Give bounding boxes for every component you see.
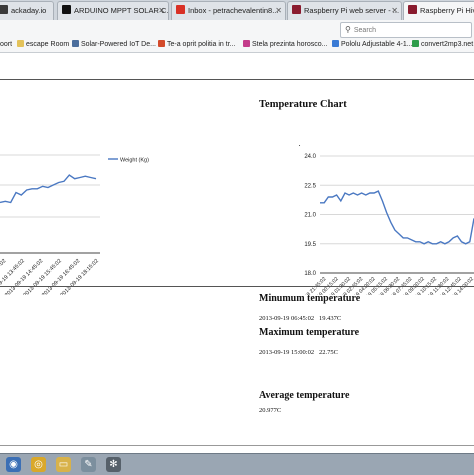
raspberry-favicon-icon — [292, 5, 301, 14]
close-tab-icon[interactable]: ✕ — [275, 6, 282, 15]
arduino-favicon-icon — [62, 5, 71, 14]
bookmark-label: Stela prezinta horosco... — [252, 41, 328, 48]
gmail-favicon-icon — [176, 5, 185, 14]
paint-icon[interactable]: ✎ — [81, 457, 96, 472]
search-box[interactable]: ⚲ Search — [340, 22, 472, 38]
hackaday-favicon-icon — [0, 5, 8, 14]
bookmark-label: Solar-Powered IoT De... — [81, 41, 156, 48]
temperature-chart-title: Temperature Chart — [259, 99, 347, 110]
middle-divider — [0, 286, 474, 287]
raspberry-favicon-icon — [408, 5, 417, 14]
bottom-divider — [0, 445, 474, 446]
bookmark-favicon-icon — [158, 40, 165, 47]
bookmark-label: convert2mp3.net — [421, 41, 474, 48]
tab-raspberry-web-server[interactable]: Raspberry Pi web server - ... ✕ — [287, 1, 402, 20]
bookmark-favicon-icon — [332, 40, 339, 47]
tab-strip: ackaday.io ARDUINO MPPT SOLAR C... ✕ Inbo… — [0, 0, 474, 21]
y-tick-label: 24.0 — [304, 154, 316, 160]
bookmark-favicon-icon — [412, 40, 419, 47]
max-temperature-heading: Maximum temperature — [259, 327, 360, 338]
folder-icon — [17, 40, 24, 47]
bookmark-favicon-icon — [243, 40, 250, 47]
tab-hackaday[interactable]: ackaday.io — [0, 1, 54, 20]
bookmark-favicon-icon — [72, 40, 79, 47]
tab-label: ackaday.io — [11, 6, 47, 15]
legend-label: Weight (Kg) — [120, 158, 149, 164]
y-tick-label: 22.5 — [304, 183, 316, 189]
bookmark-item[interactable]: Solar-Powered IoT De... — [72, 40, 156, 50]
avg-temperature-heading: Average temperature — [259, 390, 350, 401]
bookmark-label: Pololu Adjustable 4-1... — [341, 41, 413, 48]
bookmark-item[interactable]: Pololu Adjustable 4-1... — [332, 40, 413, 50]
browser-toolbar: ⚲ Search — [0, 20, 474, 38]
tab-inbox[interactable]: Inbox - petrachevalentin8... ✕ — [171, 1, 286, 20]
bookmark-label: Te-a oprit politia in tr... — [167, 41, 236, 48]
bookmark-label: oort — [0, 41, 13, 48]
temperature-chart: Temperature24.022.521.019.518.02013-09-1… — [288, 145, 474, 295]
max-temperature-time: 2013-09-19 15:00:02 — [259, 349, 315, 356]
weight-series-line — [0, 174, 97, 204]
close-tab-icon[interactable]: ✕ — [391, 6, 398, 15]
min-temperature-heading: Minumum temperature — [259, 293, 361, 304]
page-content: Temperature Chart Weight (Kg)19 16:45:02… — [0, 53, 474, 453]
min-temperature-reading: 19.437C — [318, 315, 342, 322]
tab-label: Raspberry Pi web server - ... — [304, 6, 400, 15]
min-temperature-time: 2013-09-19 06:45:02 — [259, 315, 315, 322]
temperature-series-line — [320, 190, 474, 245]
y-axis-title: Temperature — [288, 145, 321, 147]
min-temperature-value: 2013-09-19 06:45:02 19.437C — [259, 315, 341, 322]
close-tab-icon[interactable]: ✕ — [158, 6, 165, 15]
search-placeholder: Search — [353, 27, 377, 34]
bookmark-item[interactable]: Te-a oprit politia in tr... — [158, 40, 235, 50]
bookmark-item[interactable]: Stela prezinta horosco... — [243, 40, 328, 50]
tab-raspberry-hive[interactable]: Raspberry Pi Hive L — [403, 1, 474, 21]
tab-arduino[interactable]: ARDUINO MPPT SOLAR C... ✕ — [57, 1, 169, 20]
bookmark-item[interactable]: oort — [0, 40, 12, 50]
bookmarks-bar: oort escape Room Solar-Powered IoT De...… — [0, 38, 474, 53]
taskbar: ◉ ◎ ▭ ✎ ✻ — [0, 453, 474, 475]
cat-app-icon[interactable]: ✻ — [106, 457, 121, 472]
folder-icon[interactable]: ▭ — [56, 457, 71, 472]
tab-label: Inbox - petrachevalentin8... — [188, 6, 279, 15]
avg-temperature-value: 20.977C — [259, 407, 282, 414]
y-tick-label: 21.0 — [304, 213, 316, 219]
bookmark-item[interactable]: escape Room — [17, 40, 69, 50]
start-orb-icon[interactable]: ◉ — [6, 457, 21, 472]
search-icon: ⚲ — [345, 25, 351, 34]
bookmark-label: escape Room — [26, 41, 70, 48]
max-temperature-value: 2013-09-19 15:00:02 22.75C — [259, 349, 338, 356]
tab-label: Raspberry Pi Hive L — [420, 6, 474, 15]
tab-label: ARDUINO MPPT SOLAR C... — [74, 6, 169, 15]
chrome-icon[interactable]: ◎ — [31, 457, 46, 472]
y-tick-label: 18.0 — [304, 271, 316, 277]
bookmark-item[interactable]: convert2mp3.net — [412, 40, 473, 50]
top-divider — [0, 79, 474, 80]
max-temperature-reading: 22.75C — [318, 349, 338, 356]
y-tick-label: 19.5 — [304, 242, 316, 248]
